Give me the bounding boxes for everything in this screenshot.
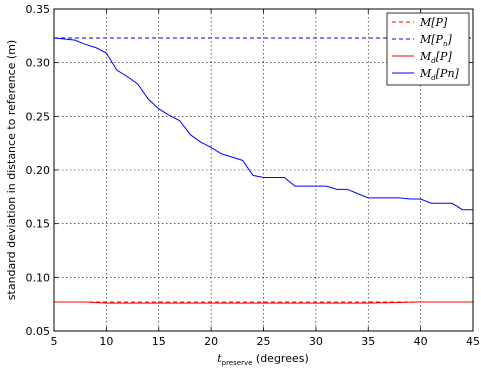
x-tick-label: 45 bbox=[466, 335, 480, 348]
x-tick-label: 35 bbox=[361, 335, 375, 348]
legend-label: M[P] bbox=[419, 16, 448, 29]
y-tick-label: 0.10 bbox=[26, 271, 51, 284]
grid-lines bbox=[54, 9, 473, 331]
x-axis-label: tpreserve (degrees) bbox=[217, 352, 309, 367]
y-tick-label: 0.20 bbox=[26, 164, 51, 177]
x-tick-label: 25 bbox=[257, 335, 271, 348]
y-axis-label: standard deviation in distance to refere… bbox=[5, 40, 18, 300]
axis-ticks: 5 10 15 20 25 30 35 40 45 0.05 0.10 0.15 0.20 0.25 0.3… bbox=[26, 3, 481, 348]
series-lines bbox=[53, 37, 473, 304]
y-tick-label: 0.35 bbox=[26, 3, 51, 16]
x-tick-label: 5 bbox=[51, 335, 58, 348]
x-tick-label: 20 bbox=[204, 335, 218, 348]
x-tick-label: 40 bbox=[414, 335, 428, 348]
series-line bbox=[54, 301, 473, 304]
y-tick-label: 0.15 bbox=[26, 218, 51, 231]
y-tick-label: 0.30 bbox=[26, 57, 51, 70]
legend: M[P] M[Pn] Md[P] Md[Pn] bbox=[386, 12, 470, 86]
x-tick-label: 10 bbox=[99, 335, 113, 348]
x-tick-label: 15 bbox=[152, 335, 166, 348]
legend-label: Md[P] bbox=[419, 50, 452, 65]
series-line bbox=[53, 37, 473, 211]
y-tick-label: 0.25 bbox=[26, 110, 51, 123]
legend-label: Md[Pn] bbox=[419, 67, 460, 82]
y-tick-label: 0.05 bbox=[26, 325, 51, 338]
x-tick-label: 30 bbox=[309, 335, 323, 348]
legend-label: M[Pn] bbox=[419, 33, 452, 48]
